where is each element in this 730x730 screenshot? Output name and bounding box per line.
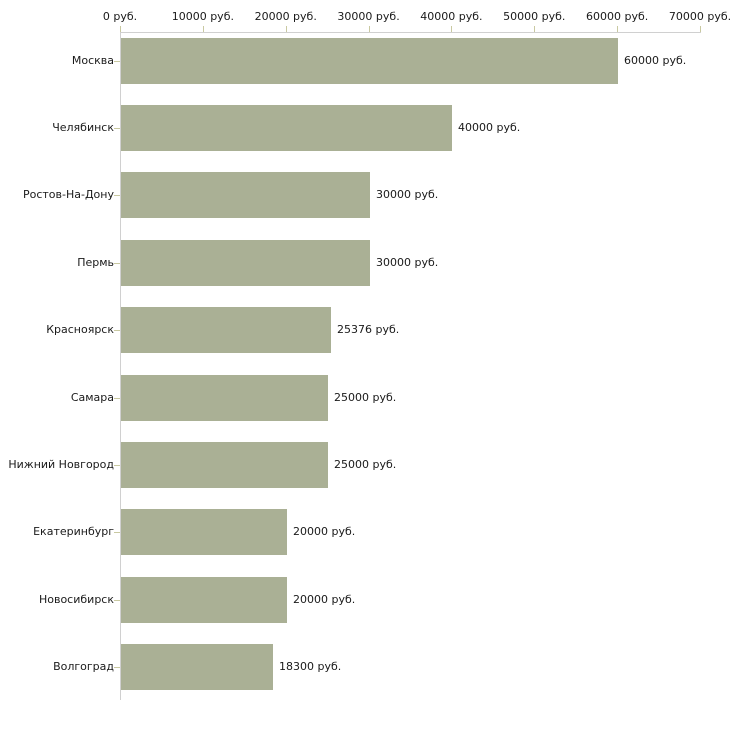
y-axis-tick-mark bbox=[114, 330, 120, 332]
bar bbox=[121, 441, 328, 488]
bar-value-label: 30000 руб. bbox=[376, 255, 439, 269]
x-axis-tick-label: 60000 руб. bbox=[586, 10, 649, 23]
category-label: Самара bbox=[70, 390, 114, 404]
bar bbox=[121, 239, 370, 286]
bar bbox=[121, 37, 618, 84]
category-label: Москва bbox=[71, 53, 114, 67]
x-axis-tick-mark bbox=[368, 26, 370, 32]
y-axis-tick-mark bbox=[114, 60, 120, 62]
bar-value-label: 25376 руб. bbox=[337, 323, 400, 337]
category-label: Красноярск bbox=[46, 323, 114, 337]
x-axis-tick-label: 70000 руб. bbox=[668, 10, 730, 23]
bar bbox=[121, 509, 287, 556]
bar bbox=[121, 172, 370, 219]
bar-value-label: 20000 руб. bbox=[293, 592, 356, 606]
y-axis-tick-mark bbox=[114, 532, 120, 534]
category-label: Нижний Новгород bbox=[8, 457, 114, 471]
bar bbox=[121, 576, 287, 623]
x-axis-line bbox=[120, 32, 701, 33]
x-axis-tick-label: 30000 руб. bbox=[337, 10, 400, 23]
y-axis-tick-mark bbox=[114, 262, 120, 264]
x-axis-tick-mark bbox=[120, 26, 121, 32]
bar-value-label: 20000 руб. bbox=[293, 525, 356, 539]
x-axis-tick-label: 40000 руб. bbox=[420, 10, 483, 23]
x-axis-tick-label: 20000 руб. bbox=[254, 10, 317, 23]
category-label: Ростов-На-Дону bbox=[22, 188, 114, 202]
x-axis-tick-mark bbox=[285, 26, 287, 32]
bar-value-label: 40000 руб. bbox=[458, 120, 521, 134]
bar bbox=[121, 644, 273, 691]
category-label: Челябинск bbox=[52, 120, 114, 134]
x-axis-tick-label: 0 руб. bbox=[102, 10, 138, 23]
x-axis-tick-mark bbox=[700, 26, 701, 32]
x-axis-tick-mark bbox=[451, 26, 453, 32]
y-axis-tick-mark bbox=[114, 464, 120, 466]
bar bbox=[121, 374, 328, 421]
bar-value-label: 25000 руб. bbox=[334, 457, 397, 471]
bar-value-label: 30000 руб. bbox=[376, 188, 439, 202]
bar bbox=[121, 104, 452, 151]
y-axis-line bbox=[120, 32, 121, 700]
x-axis-tick-mark bbox=[617, 26, 619, 32]
category-label: Пермь bbox=[77, 255, 114, 269]
y-axis-tick-mark bbox=[114, 195, 120, 197]
x-axis-tick-label: 10000 руб. bbox=[171, 10, 234, 23]
x-axis-tick-mark bbox=[202, 26, 204, 32]
bar-value-label: 18300 руб. bbox=[279, 660, 342, 674]
y-axis-tick-mark bbox=[114, 599, 120, 601]
bar-value-label: 25000 руб. bbox=[334, 390, 397, 404]
bar bbox=[121, 307, 331, 354]
y-axis-tick-mark bbox=[114, 127, 120, 129]
category-label: Новосибирск bbox=[38, 592, 114, 606]
y-axis-tick-mark bbox=[114, 397, 120, 399]
bar-value-label: 60000 руб. bbox=[624, 53, 687, 67]
x-axis-tick-mark bbox=[534, 26, 536, 32]
x-axis-tick-label: 50000 руб. bbox=[503, 10, 566, 23]
y-axis-tick-mark bbox=[114, 667, 120, 669]
category-label: Волгоград bbox=[53, 660, 114, 674]
category-label: Екатеринбург bbox=[33, 525, 114, 539]
